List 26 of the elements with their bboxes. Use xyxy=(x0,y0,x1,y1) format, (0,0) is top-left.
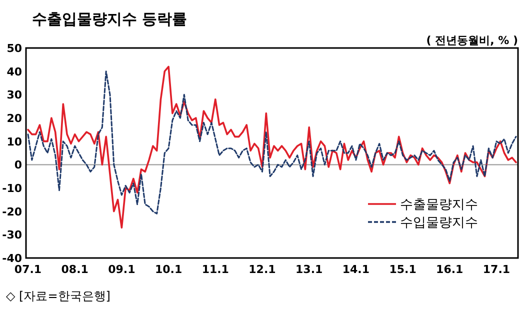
x-tick-label: 16.1 xyxy=(436,263,464,276)
legend-label: 수입물량지수 xyxy=(400,216,478,230)
x-tick-label: 11.1 xyxy=(202,263,229,276)
x-tick-label: 12.1 xyxy=(248,263,276,276)
text: ◇ [자료=한국은행] xyxy=(6,289,110,303)
chart-title: 수출입물량지수 등락률 xyxy=(32,10,188,28)
y-tick-label: 40 xyxy=(6,65,22,78)
y-tick-label: 0 xyxy=(14,158,22,172)
y-tick-label: 30 xyxy=(6,88,22,102)
y-tick-label: 20 xyxy=(6,112,22,125)
y-tick-label: 50 xyxy=(6,42,22,55)
x-tick-label: 15.1 xyxy=(389,263,416,276)
x-tick-label: 13.1 xyxy=(296,263,323,276)
x-tick-label: 17.1 xyxy=(482,263,510,276)
legend-label: 수출물량지수 xyxy=(400,198,478,212)
x-tick-label: 09.1 xyxy=(108,263,136,276)
x-tick-label: 14.1 xyxy=(342,263,370,276)
y-tick-label: 10 xyxy=(6,135,22,148)
x-tick-label: 07.1 xyxy=(14,263,42,276)
y-tick-label: -20 xyxy=(2,205,22,218)
y-tick-label: -30 xyxy=(2,228,22,242)
x-tick-label: 10.1 xyxy=(154,263,182,276)
y-tick-label: -10 xyxy=(2,182,22,195)
x-tick-label: 08.1 xyxy=(61,263,88,276)
y-axis-title: ( 전년동월비, % ) xyxy=(426,34,518,47)
y-tick-label: -40 xyxy=(2,252,22,265)
